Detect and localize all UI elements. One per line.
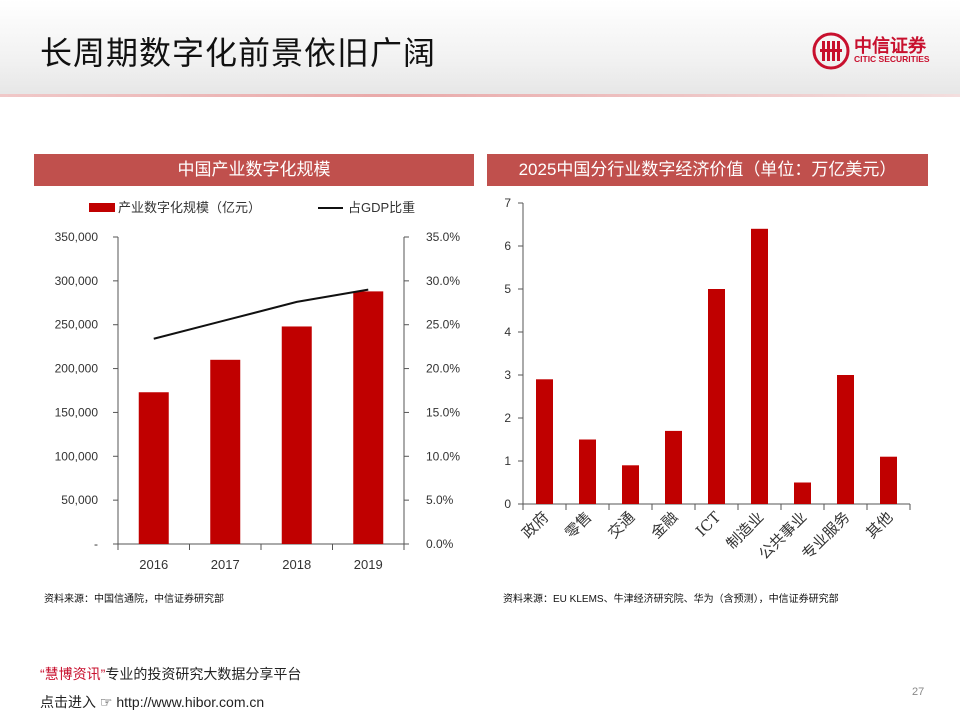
right-chart-y-tick-label: 0 [504,497,511,511]
right-chart-y-tick-label: 2 [504,411,511,425]
x-tick-label: 2017 [211,557,240,572]
right-y-tick-label: 0.0% [426,537,454,551]
right-y-tick-label: 35.0% [426,230,460,244]
right-chart-y-tick-label: 7 [504,196,511,210]
header-divider [0,94,960,97]
right-chart-y-tick-label: 1 [504,454,511,468]
legend-line-label: 占GDP比重 [348,200,415,215]
footer-slogan-text: 专业的投资研究大数据分享平台 [105,666,302,682]
bar-industry-digitalization [138,392,169,544]
logo-english-name: CITIC SECURITIES [854,54,930,64]
bar-sector-value [579,439,596,504]
page-number: 27 [912,686,925,698]
footer-url[interactable]: http://www.hibor.com.cn [116,694,265,710]
left-y-tick-label: 350,000 [55,230,99,244]
right-y-tick-label: 30.0% [426,274,460,288]
page-title: 长周期数字化前景依旧广阔 [40,35,437,71]
left-y-tick-label: 50,000 [61,493,98,507]
bar-sector-value [622,465,639,504]
x-tick-label: 2016 [139,557,168,572]
right-y-tick-label: 25.0% [426,318,460,332]
left-y-tick-label: 300,000 [55,274,99,288]
bar-sector-value [708,289,725,504]
line-gdp-share [153,288,369,340]
bar-sector-value [665,430,682,504]
right-chart-x-tick-label: 交通 [604,508,638,542]
right-y-tick-label: 15.0% [426,405,460,419]
footer-enter-text: 点击进入 [40,694,96,710]
citic-logo: 中信证券 CITIC SECURITIES [812,32,952,72]
left-chart-title: 中国产业数字化规模 [34,154,474,186]
footer-brand: 慧博资讯 [44,666,101,682]
left-y-tick-label: 250,000 [55,318,99,332]
left-y-tick-label: 150,000 [55,405,99,419]
right-chart-y-tick-label: 3 [504,368,511,382]
legend-bar-swatch [89,203,115,212]
right-chart-y-tick-label: 5 [504,282,511,296]
right-chart-y-tick-label: 4 [504,325,511,339]
right-y-tick-label: 10.0% [426,449,460,463]
right-chart-x-tick-label: 金融 [647,508,681,542]
bar-sector-value [837,375,854,504]
right-chart-source: 资料来源：EU KLEMS、牛津经济研究院、华为（含预测），中信证券研究部 [503,594,839,605]
right-chart-x-tick-label: 零售 [561,508,595,542]
right-y-tick-label: 5.0% [426,493,454,507]
x-tick-label: 2019 [354,557,383,572]
bar-sector-value [751,228,768,505]
logo-chinese-name: 中信证券 [854,36,926,56]
bar-sector-value [794,482,811,504]
footer-quote-open: “ [40,666,45,682]
right-chart-x-tick-label: ICT [692,508,724,540]
hand-pointer-icon: ☞ [99,694,113,710]
left-chart-source: 资料来源：中国信通院，中信证券研究部 [44,594,224,605]
legend-bar-label: 产业数字化规模（亿元） [118,200,261,215]
bar-industry-digitalization [353,291,384,544]
bar-sector-value [536,379,553,504]
left-y-tick-label: 200,000 [55,362,99,376]
footer-slogan: “慧博资讯”专业的投资研究大数据分享平台 [40,664,301,684]
right-chart-x-tick-label: 专业服务 [798,508,853,563]
header-bar [0,0,960,96]
right-y-tick-label: 20.0% [426,362,460,376]
bar-industry-digitalization [210,359,241,544]
left-y-tick-label: - [94,537,98,551]
right-chart-x-tick-label: 政府 [518,508,552,542]
right-chart-y-tick-label: 6 [504,239,511,253]
citic-emblem-icon [812,32,850,70]
right-chart-title: 2025中国分行业数字经济价值（单位：万亿美元） [487,154,928,186]
bar-industry-digitalization [281,326,312,544]
right-chart-x-tick-label: 其他 [862,508,896,542]
footer-quote-close: ” [100,666,106,682]
footer-link[interactable]: 点击进入 ☞ http://www.hibor.com.cn [40,692,264,712]
x-tick-label: 2018 [282,557,311,572]
bar-sector-value [880,456,897,504]
left-y-tick-label: 100,000 [55,449,99,463]
